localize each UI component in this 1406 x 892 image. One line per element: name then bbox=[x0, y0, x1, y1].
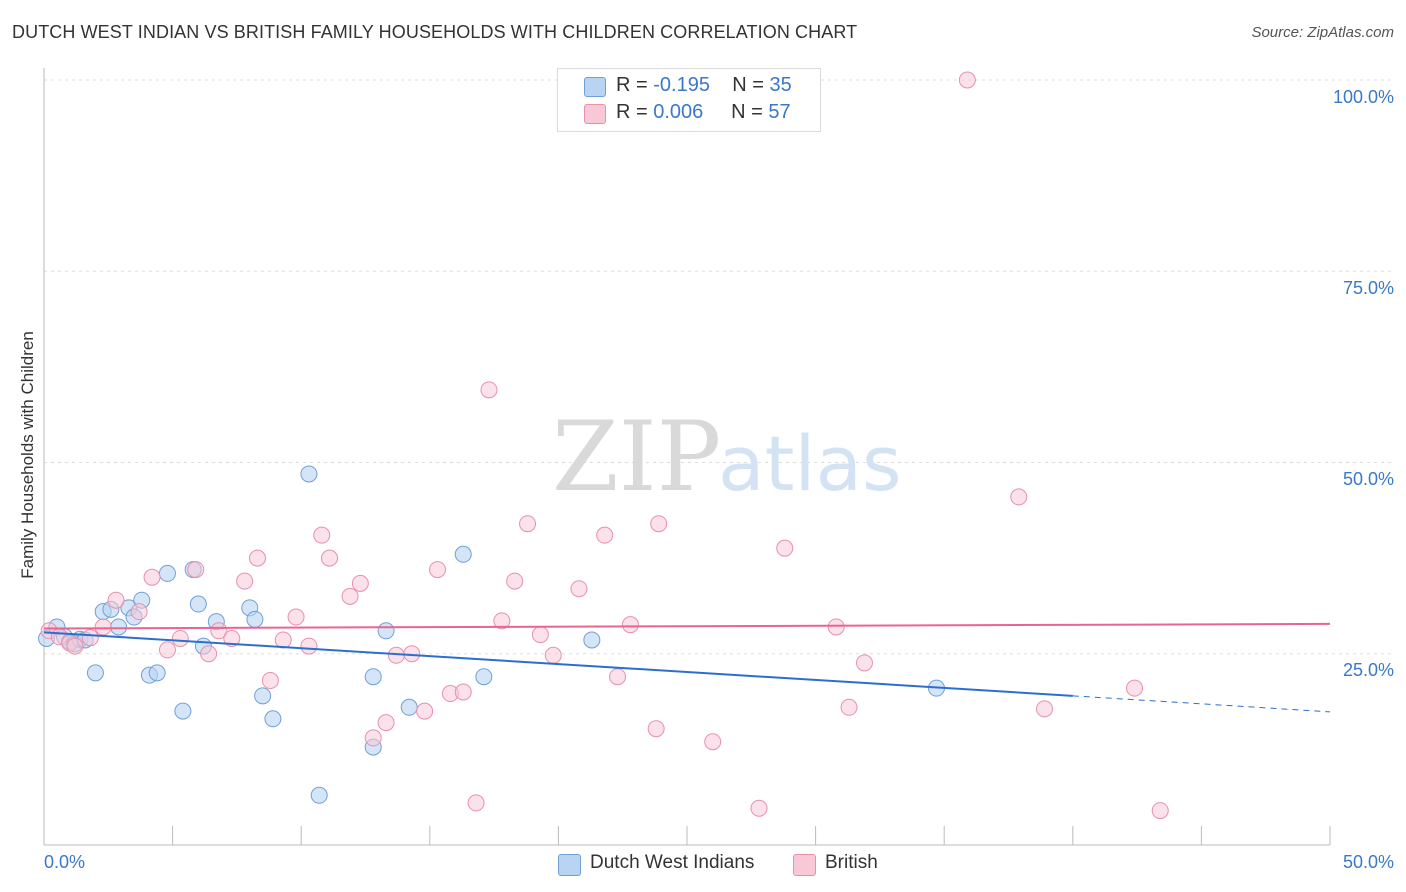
chart-title: DUTCH WEST INDIAN VS BRITISH FAMILY HOUS… bbox=[12, 22, 858, 42]
data-point-british bbox=[827, 618, 845, 636]
x-tick-label: 0.0% bbox=[44, 852, 86, 872]
data-point-british bbox=[274, 631, 292, 649]
data-point-dutch-west-indians bbox=[300, 465, 318, 483]
data-point-british bbox=[621, 616, 639, 634]
data-point-british bbox=[704, 733, 722, 751]
data-point-british bbox=[158, 641, 176, 659]
data-point-british bbox=[596, 526, 614, 544]
correlation-legend: R = -0.195 N = 35 R = 0.006 N = 57 bbox=[557, 68, 821, 132]
data-point-british bbox=[454, 683, 472, 701]
data-point-british bbox=[480, 381, 498, 399]
data-point-british bbox=[776, 539, 794, 557]
legend-swatch-pink bbox=[584, 104, 606, 124]
legend-n-label: N = bbox=[731, 101, 763, 123]
data-point-british bbox=[66, 637, 84, 655]
data-point-british bbox=[313, 526, 331, 544]
data-point-british bbox=[647, 720, 665, 738]
data-point-dutch-west-indians bbox=[310, 786, 328, 804]
legend-n-value: 57 bbox=[768, 101, 791, 123]
data-point-british bbox=[506, 572, 524, 590]
data-point-british bbox=[287, 608, 305, 626]
legend-r-value: 0.006 bbox=[653, 101, 704, 123]
data-point-dutch-west-indians bbox=[475, 668, 493, 686]
data-point-dutch-west-indians bbox=[158, 564, 176, 582]
data-point-british bbox=[416, 702, 434, 720]
data-point-british bbox=[364, 729, 382, 747]
data-point-british bbox=[1126, 679, 1144, 697]
data-point-british bbox=[958, 71, 976, 89]
watermark-atlas: atlas bbox=[718, 419, 902, 508]
data-point-dutch-west-indians bbox=[377, 622, 395, 640]
data-point-british bbox=[94, 618, 112, 636]
data-point-british bbox=[1036, 700, 1054, 718]
legend-r-label: R = bbox=[616, 74, 648, 96]
data-point-british bbox=[223, 629, 241, 647]
legend-swatch-blue bbox=[558, 854, 581, 876]
y-tick-label: 75.0% bbox=[1342, 278, 1394, 298]
source-credit: Source: ZipAtlas.com bbox=[1251, 24, 1394, 41]
watermark-zip: ZIP bbox=[552, 401, 721, 513]
data-point-dutch-west-indians bbox=[583, 631, 601, 649]
data-point-british bbox=[544, 646, 562, 664]
data-point-british bbox=[855, 654, 873, 672]
data-point-british bbox=[609, 668, 627, 686]
data-point-british bbox=[351, 574, 369, 592]
data-point-dutch-west-indians bbox=[454, 545, 472, 563]
data-point-british bbox=[570, 580, 588, 598]
data-point-british bbox=[840, 698, 858, 716]
data-point-british bbox=[493, 612, 511, 630]
data-point-british bbox=[377, 714, 395, 732]
data-point-dutch-west-indians bbox=[148, 664, 166, 682]
x-tick-label: 50.0% bbox=[1342, 852, 1394, 872]
data-point-dutch-west-indians bbox=[174, 702, 192, 720]
y-tick-label: 100.0% bbox=[1332, 87, 1394, 107]
data-point-british bbox=[248, 549, 266, 567]
data-point-dutch-west-indians bbox=[189, 595, 207, 613]
data-point-british bbox=[200, 645, 218, 663]
legend-item-label: British bbox=[825, 852, 878, 873]
data-point-british bbox=[130, 603, 148, 621]
data-point-dutch-west-indians bbox=[110, 618, 128, 636]
data-point-british bbox=[261, 672, 279, 690]
data-point-dutch-west-indians bbox=[246, 610, 264, 628]
legend-swatch-blue bbox=[584, 77, 606, 97]
y-tick-label: 50.0% bbox=[1342, 469, 1394, 489]
data-point-british bbox=[171, 629, 189, 647]
data-point-british bbox=[187, 561, 205, 579]
data-point-british bbox=[341, 587, 359, 605]
data-point-british bbox=[210, 622, 228, 640]
data-point-british bbox=[650, 515, 668, 533]
legend-n-value: 35 bbox=[769, 74, 792, 96]
trend-line-british bbox=[43, 622, 1331, 630]
data-point-british bbox=[143, 568, 161, 586]
data-point-british bbox=[750, 799, 768, 817]
legend-item-label: Dutch West Indians bbox=[590, 852, 755, 873]
data-point-british bbox=[1151, 802, 1169, 820]
legend-swatch-pink bbox=[793, 854, 816, 876]
data-point-dutch-west-indians bbox=[364, 668, 382, 686]
data-point-dutch-west-indians bbox=[86, 664, 104, 682]
y-axis-label: Family Households with Children bbox=[18, 331, 37, 579]
data-point-british bbox=[300, 637, 318, 655]
data-point-british bbox=[429, 561, 447, 579]
data-point-british bbox=[531, 626, 549, 644]
data-point-british bbox=[81, 629, 99, 647]
legend-r-value: -0.195 bbox=[653, 74, 710, 96]
data-point-british bbox=[320, 549, 338, 567]
data-point-dutch-west-indians bbox=[400, 698, 418, 716]
data-point-dutch-west-indians bbox=[264, 710, 282, 728]
data-point-british bbox=[107, 591, 125, 609]
data-point-british bbox=[236, 572, 254, 590]
trend-line-extension-dutch-west-indians bbox=[1072, 695, 1331, 713]
legend-n-label: N = bbox=[732, 74, 764, 96]
data-point-british bbox=[519, 515, 537, 533]
data-point-dutch-west-indians bbox=[254, 687, 272, 705]
data-point-british bbox=[1010, 488, 1028, 506]
data-point-british bbox=[467, 794, 485, 812]
y-tick-label: 25.0% bbox=[1342, 660, 1394, 680]
trend-line-dutch-west-indians bbox=[43, 631, 1073, 697]
legend-r-label: R = bbox=[616, 101, 648, 123]
